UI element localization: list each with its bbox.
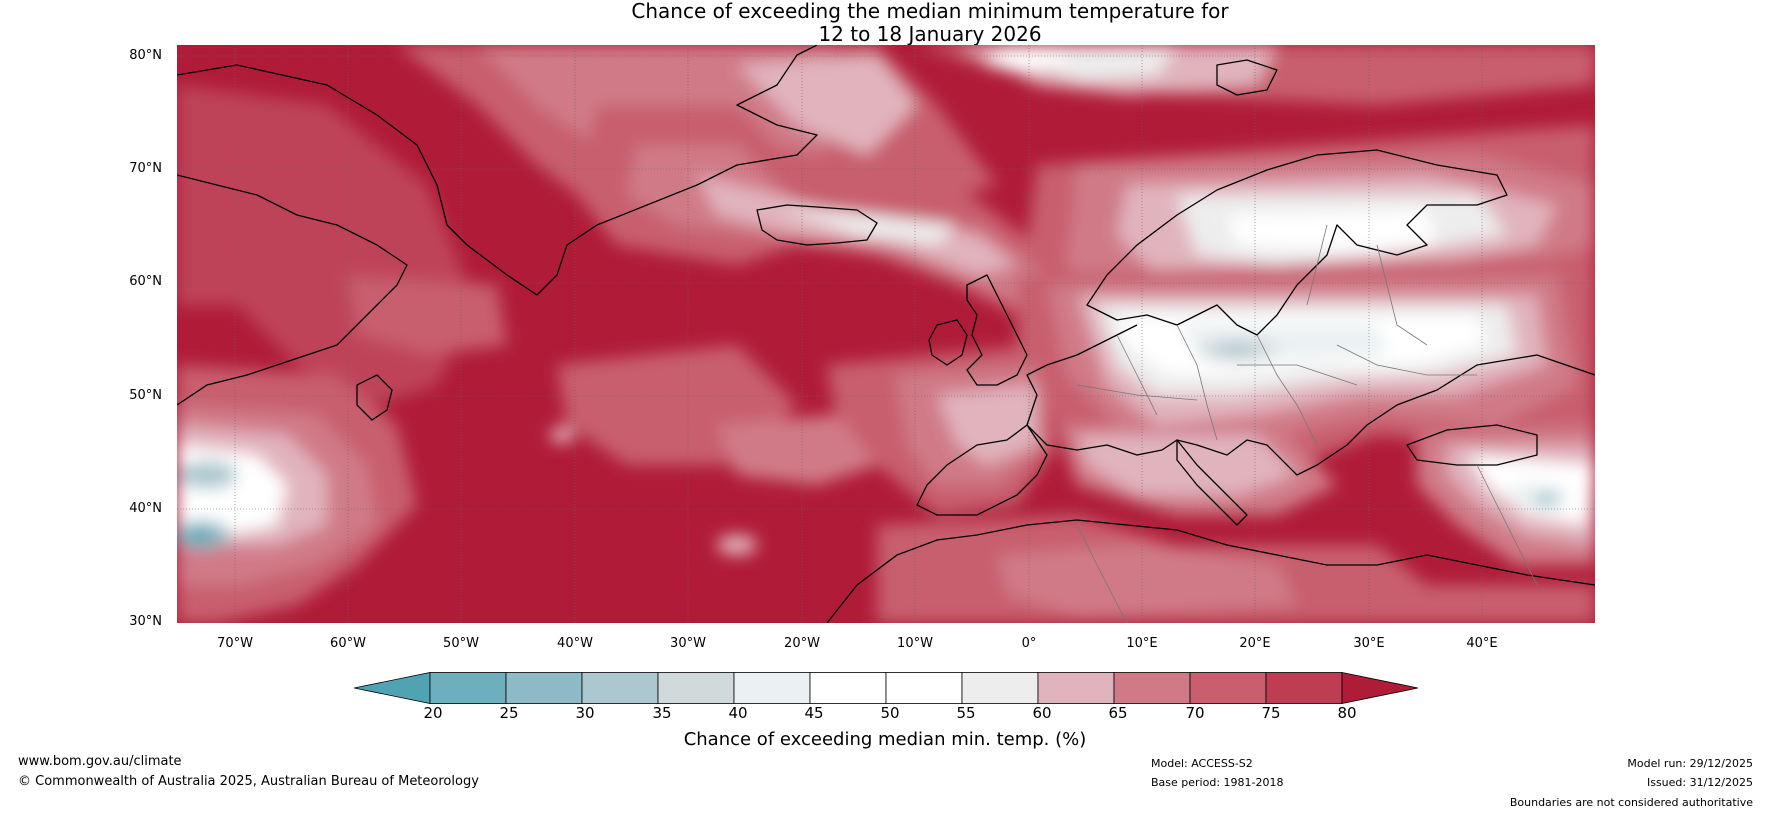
coast-newfoundland (356, 374, 393, 421)
colorbar-swatch (733, 672, 811, 704)
colorbar (354, 672, 1418, 704)
lon-label-30w: 30°W (670, 636, 706, 651)
colorbar-swatch (581, 672, 659, 704)
lat-label-30n: 30°N (129, 614, 162, 629)
colorbar-swatch (657, 672, 735, 704)
colorbar-swatch (885, 672, 963, 704)
coast-black-sea (1406, 424, 1538, 466)
lon-label-20w: 20°W (784, 636, 820, 651)
colorbar-tick-70: 70 (1185, 704, 1205, 722)
colorbar-tick-25: 25 (499, 704, 519, 722)
colorbar-swatch (1189, 672, 1267, 704)
coast-canada (177, 174, 408, 406)
footer-issued: Issued: 31/12/2025 (1646, 776, 1753, 789)
footer-url[interactable]: www.bom.gov.au/climate (18, 754, 182, 769)
coast-ireland (928, 319, 968, 366)
country-borders (1076, 224, 1538, 623)
colorbar-extend-high (1341, 672, 1418, 704)
coast-italy (1176, 439, 1248, 526)
probability-contours (177, 45, 1595, 623)
colorbar-tick-65: 65 (1108, 704, 1128, 722)
lon-label-20e: 20°E (1239, 636, 1271, 651)
coast-svalbard (1216, 59, 1278, 96)
colorbar-swatch (961, 672, 1039, 704)
footer-copyright: © Commonwealth of Australia 2025, Austra… (18, 774, 479, 789)
lon-label-0: 0° (1021, 636, 1037, 651)
colorbar-tick-75: 75 (1261, 704, 1281, 722)
coast-europe (916, 354, 1595, 516)
lat-label-40n: 40°N (129, 501, 162, 516)
colorbar-extend-low (354, 672, 431, 704)
lat-label-60n: 60°N (129, 274, 162, 289)
coast-north-africa (826, 519, 1595, 623)
lon-label-40w: 40°W (557, 636, 593, 651)
colorbar-swatch (1265, 672, 1343, 704)
probability-map (177, 45, 1595, 623)
lon-label-70w: 70°W (217, 636, 253, 651)
coast-france-north (1026, 324, 1138, 426)
colorbar-swatch (505, 672, 583, 704)
coast-scandinavia (1086, 149, 1508, 336)
lat-label-70n: 70°N (129, 161, 162, 176)
colorbar-swatch (429, 672, 507, 704)
colorbar-swatches (354, 672, 1418, 704)
footer-base-period: Base period: 1981-2018 (1151, 776, 1284, 789)
coast-great-britain (966, 274, 1028, 386)
colorbar-swatch (1037, 672, 1115, 704)
footer-model-run: Model run: 29/12/2025 (1627, 757, 1753, 770)
colorbar-swatch (809, 672, 887, 704)
lon-label-60w: 60°W (330, 636, 366, 651)
coastlines (177, 45, 1595, 623)
lon-label-40e: 40°E (1466, 636, 1498, 651)
coast-iceland (756, 204, 878, 246)
colorbar-label: Chance of exceeding median min. temp. (%… (683, 729, 1087, 750)
footer-model: Model: ACCESS-S2 (1151, 757, 1253, 770)
colorbar-tick-40: 40 (728, 704, 748, 722)
colorbar-tick-45: 45 (804, 704, 824, 722)
lat-label-50n: 50°N (129, 388, 162, 403)
lon-label-10w: 10°W (897, 636, 933, 651)
colorbar-tick-80: 80 (1337, 704, 1357, 722)
colorbar-tick-50: 50 (880, 704, 900, 722)
colorbar-tick-30: 30 (575, 704, 595, 722)
colorbar-tick-55: 55 (956, 704, 976, 722)
lon-label-50w: 50°W (443, 636, 479, 651)
lat-label-80n: 80°N (129, 48, 162, 63)
map-title-line1: Chance of exceeding the median minimum t… (631, 0, 1229, 23)
footer-disclaimer: Boundaries are not considered authoritat… (1509, 796, 1753, 809)
lon-label-10e: 10°E (1126, 636, 1158, 651)
map-title-line2: 12 to 18 January 2026 (818, 22, 1042, 46)
colorbar-tick-35: 35 (652, 704, 672, 722)
coast-greenland (177, 45, 818, 296)
colorbar-swatch (1113, 672, 1191, 704)
colorbar-tick-20: 20 (423, 704, 443, 722)
lon-label-30e: 30°E (1353, 636, 1385, 651)
colorbar-tick-60: 60 (1032, 704, 1052, 722)
